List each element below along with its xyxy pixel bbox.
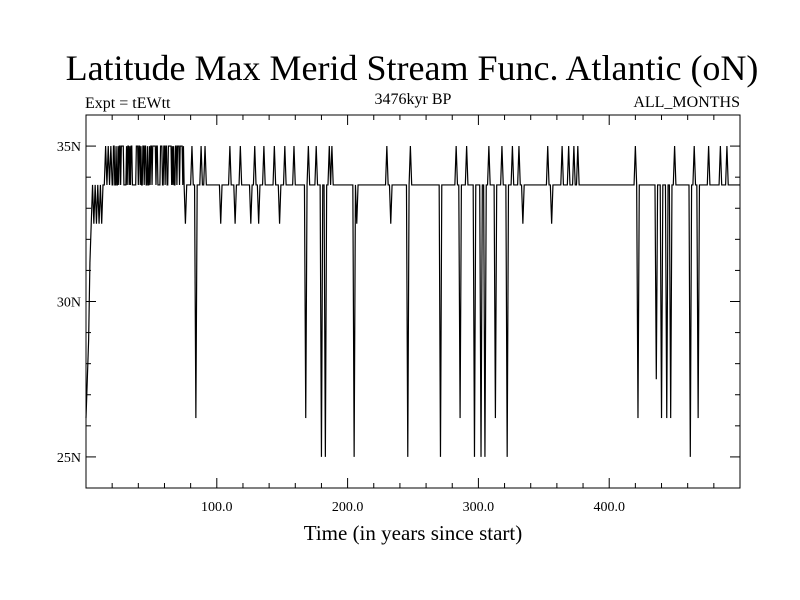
x-tick-label: 300.0 <box>463 500 495 515</box>
x-axis-label: Time (in years since start) <box>304 521 523 545</box>
y-tick-label: 30N <box>57 296 81 311</box>
y-tick-label: 25N <box>57 451 81 466</box>
x-tick-label: 200.0 <box>332 500 364 515</box>
plot-frame <box>85 114 741 489</box>
x-tick-label: 100.0 <box>201 500 233 515</box>
subtitle-months: ALL_MONTHS <box>633 94 740 111</box>
subtitle-time-bp: 3476kyr BP <box>375 91 452 108</box>
x-tick-label: 400.0 <box>593 500 625 515</box>
series-line <box>85 145 740 457</box>
chart-title: Latitude Max Merid Stream Func. Atlantic… <box>66 48 759 88</box>
y-tick-label: 35N <box>57 140 81 155</box>
axes: 100.0 200.0 300.0 400.0 25N 30N 35N <box>57 115 740 515</box>
subtitle-experiment: Expt = tEWtt <box>85 95 171 112</box>
series-layer <box>85 145 740 457</box>
